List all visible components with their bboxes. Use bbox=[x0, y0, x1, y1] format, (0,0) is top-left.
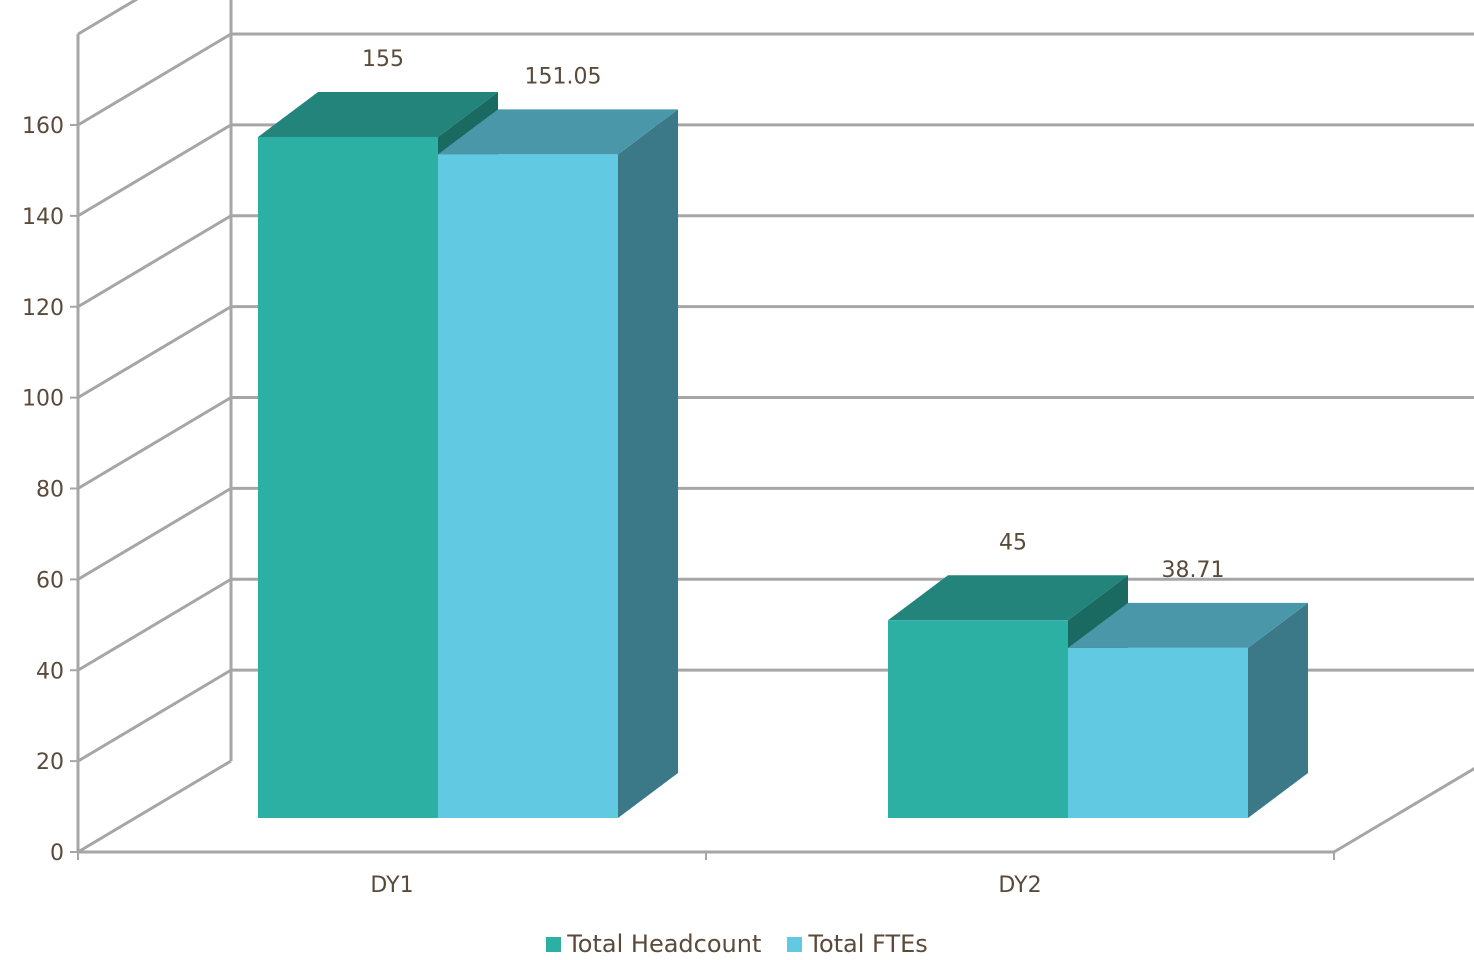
bar bbox=[888, 620, 1068, 818]
bar bbox=[438, 154, 618, 819]
data-label: 45 bbox=[999, 530, 1027, 555]
gridline-diagonal bbox=[77, 214, 232, 309]
data-label: 38.71 bbox=[1162, 558, 1225, 583]
y-tick-label: 100 bbox=[22, 387, 64, 412]
bar-side bbox=[618, 109, 678, 819]
data-label: 155 bbox=[362, 47, 404, 72]
y-tick-label: 120 bbox=[22, 296, 64, 321]
bar-side bbox=[1248, 602, 1308, 818]
legend-swatch bbox=[546, 936, 562, 952]
gridline-diagonal bbox=[77, 0, 139, 36]
gridline-diagonal bbox=[77, 32, 232, 127]
gridline-diagonal bbox=[77, 487, 232, 581]
bars bbox=[258, 91, 1308, 819]
y-tick-label: 0 bbox=[50, 841, 64, 866]
bar-top bbox=[258, 91, 498, 137]
floor-edge bbox=[1333, 766, 1474, 854]
legend: Total Headcount Total FTEs bbox=[0, 928, 1474, 960]
data-label: 151.05 bbox=[525, 64, 602, 89]
y-tick-label: 80 bbox=[36, 478, 64, 503]
gridline-diagonal bbox=[77, 123, 232, 218]
y-tick-label: 20 bbox=[36, 750, 64, 775]
bar bbox=[1068, 647, 1248, 818]
legend-label: Total FTEs bbox=[808, 930, 928, 958]
x-tick-label: DY2 bbox=[998, 873, 1041, 898]
legend-item-total-headcount: Total Headcount bbox=[546, 930, 761, 958]
y-axis: 0 20 40 60 80 100 120 140 160 bbox=[22, 0, 233, 866]
gridline-diagonal bbox=[77, 305, 232, 399]
bar-top bbox=[888, 575, 1128, 621]
gridline-diagonal bbox=[77, 577, 232, 672]
y-tick-label: 160 bbox=[22, 114, 64, 139]
bar-chart: 0 20 40 60 80 100 120 140 160 DY1 DY2 155 151.05 45… bbox=[22, 0, 1474, 898]
bar-top bbox=[1068, 602, 1308, 648]
gridline-diagonal bbox=[77, 396, 232, 490]
x-tick-label: DY1 bbox=[370, 873, 413, 898]
legend-label: Total Headcount bbox=[567, 930, 762, 958]
gridline-diagonal bbox=[77, 759, 232, 854]
gridline-diagonal bbox=[77, 668, 232, 763]
legend-swatch bbox=[787, 936, 803, 952]
bar bbox=[258, 136, 438, 819]
bar-top bbox=[438, 109, 678, 155]
y-tick-label: 40 bbox=[36, 659, 64, 684]
legend-item-total-ftes: Total FTEs bbox=[787, 930, 928, 958]
data-labels: 155 151.05 45 38.71 bbox=[362, 47, 1224, 583]
x-axis: DY1 DY2 bbox=[77, 766, 1474, 898]
y-tick-label: 140 bbox=[22, 205, 64, 230]
y-tick-label: 60 bbox=[36, 568, 64, 593]
